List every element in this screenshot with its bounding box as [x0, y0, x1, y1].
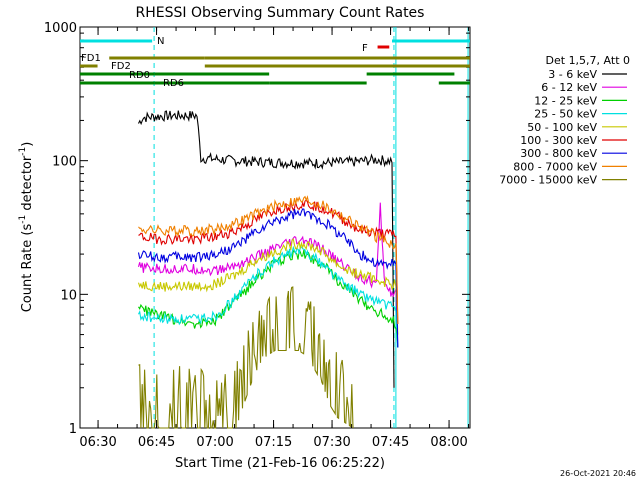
fd2-label: FD2 [111, 61, 131, 72]
x-tick-label: 07:45 [372, 435, 409, 450]
y-axis-label-sup1: -1 [18, 215, 28, 224]
y-axis-label-tail: detector [20, 155, 35, 215]
flare-label: F [362, 43, 368, 54]
x-tick-label: 07:15 [255, 435, 292, 450]
rd0-label: RD0 [129, 70, 150, 81]
x-tick-label: 07:00 [196, 435, 233, 450]
series-line [137, 208, 399, 348]
legend-entry-label: 100 - 300 keV [520, 134, 597, 147]
x-tick-label: 06:45 [138, 435, 175, 450]
series-line [138, 245, 399, 348]
x-tick-label: 06:30 [79, 435, 116, 450]
series-line [138, 195, 399, 325]
y-tick-label: 100 [52, 155, 77, 170]
legend-entry-label: 12 - 25 keV [534, 94, 597, 107]
y-tick-label: 1000 [44, 21, 77, 36]
series-line [138, 249, 399, 348]
fd1-label: FD1 [81, 53, 101, 64]
series-line [137, 238, 399, 335]
y-axis-label-main: Count Rate (s [20, 224, 35, 313]
y-axis-label-sup2: -1 [18, 147, 28, 156]
x-tick-label: 07:30 [313, 435, 350, 450]
legend-entry-label: 7000 - 15000 keV [499, 174, 597, 187]
y-tick-label: 1 [69, 422, 77, 437]
plot-border [79, 26, 471, 429]
rd6-label: RD6 [163, 78, 184, 89]
series-line [138, 110, 395, 388]
series-line [138, 286, 354, 429]
legend-entry-label: 50 - 100 keV [527, 121, 597, 134]
x-axis-label: Start Time (21-Feb-16 06:25:22) [175, 456, 385, 471]
y-tick-label: 10 [60, 288, 77, 303]
series-line [138, 199, 399, 325]
y-axis-label-close: ) [20, 142, 35, 147]
legend-entry-label: 800 - 7000 keV [513, 160, 597, 173]
legend-entry-label: 3 - 6 keV [548, 68, 597, 81]
legend-title: Det 1,5,7, Att 0 [546, 54, 630, 67]
legend-entry-label: 300 - 800 keV [520, 147, 597, 160]
legend-entry-label: 6 - 12 keV [541, 81, 597, 94]
chart-title: RHESSI Observing Summary Count Rates [136, 5, 425, 21]
footer-timestamp: 26-Oct-2021 20:46 [560, 469, 636, 478]
legend-entry-label: 25 - 50 keV [534, 108, 597, 121]
y-axis-label-group: Count Rate (s-1 detector-1) [18, 142, 35, 313]
plot-area: 1 10 100 1000 06:30 06:45 07:00 07:15 07:30 07:45… [44, 21, 471, 450]
x-tick-label: 08:00 [430, 435, 467, 450]
night-label: N [157, 36, 164, 47]
y-axis-label: Count Rate (s-1 detector-1) [18, 142, 35, 313]
